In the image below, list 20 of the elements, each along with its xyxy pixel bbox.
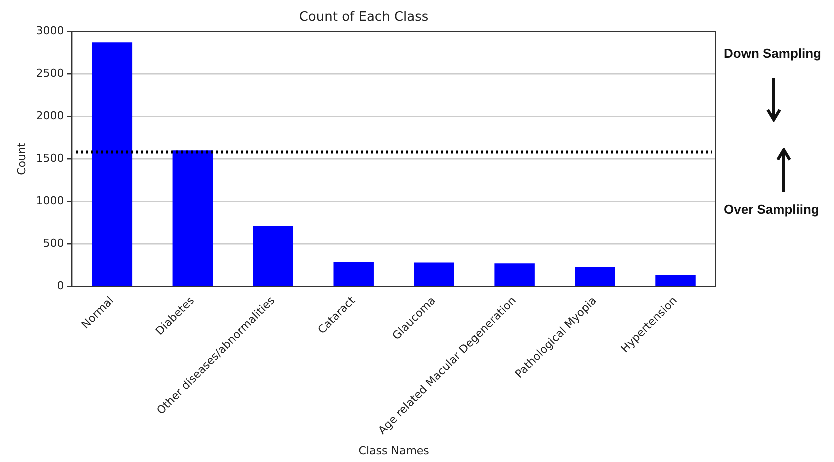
x-axis-title: Class Names xyxy=(358,444,430,458)
bar xyxy=(253,226,294,286)
y-tick-label: 1500 xyxy=(36,152,64,165)
chart-title: Count of Each Class xyxy=(299,10,429,26)
y-tick-label: 2000 xyxy=(36,109,64,122)
bar xyxy=(494,264,535,286)
y-tick-label: 2500 xyxy=(36,66,64,80)
bar xyxy=(575,267,616,286)
y-tick-label: 1000 xyxy=(36,194,64,208)
bar xyxy=(334,262,374,286)
y-tick-label: 500 xyxy=(43,236,64,250)
y-axis-title: Count xyxy=(15,142,28,176)
bar xyxy=(92,42,133,286)
text: Over Sampliing xyxy=(724,202,820,217)
y-tick-label: 3000 xyxy=(36,24,64,38)
text: Down Sampling xyxy=(724,46,822,61)
y-tick-label: 0 xyxy=(57,279,64,292)
bar xyxy=(414,262,454,286)
bar xyxy=(656,276,696,286)
bar xyxy=(172,150,214,286)
